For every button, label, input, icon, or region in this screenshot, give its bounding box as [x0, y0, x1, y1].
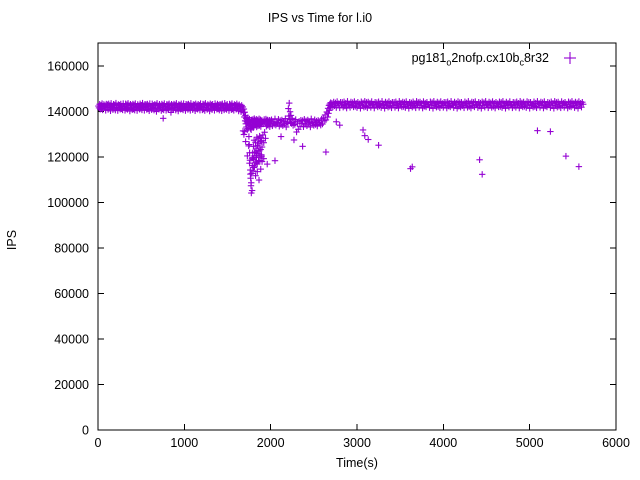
y-tick-label: 60000 [54, 287, 89, 301]
data-point-plus-marker [308, 115, 315, 123]
data-point-plus-marker [298, 120, 305, 127]
data-point-plus-marker [240, 131, 248, 138]
data-point-plus-marker [248, 179, 255, 186]
data-point-plus-marker [547, 128, 554, 135]
data-point-plus-marker [159, 115, 167, 122]
data-point-plus-marker [258, 143, 266, 151]
data-point-plus-marker [534, 127, 541, 134]
data-point-plus-marker [375, 142, 382, 149]
x-tick-label: 3000 [343, 436, 371, 450]
x-tick-label: 2000 [257, 436, 285, 450]
data-point-plus-marker [240, 105, 248, 113]
data-point-plus-marker [255, 176, 263, 184]
data-point-plus-marker [257, 123, 265, 130]
data-point-plus-marker [260, 155, 267, 162]
x-tick-label: 5000 [516, 436, 544, 450]
data-point-plus-marker [336, 121, 343, 129]
data-point-plus-marker [246, 159, 253, 167]
data-point-plus-marker [242, 138, 249, 145]
data-point-plus-marker [478, 171, 486, 178]
data-point-plus-marker [261, 129, 268, 136]
chart-title: IPS vs Time for l.i0 [268, 11, 372, 25]
x-tick-label: 1000 [170, 436, 198, 450]
x-tick-label: 4000 [429, 436, 457, 450]
y-tick-label: 80000 [54, 241, 89, 255]
data-point-plus-marker [254, 168, 261, 175]
data-point-plus-marker [251, 163, 258, 171]
data-point-plus-marker [247, 170, 254, 178]
legend-marker-plus-icon [564, 52, 576, 64]
data-point-plus-marker [253, 158, 260, 166]
data-point-plus-marker [574, 105, 582, 112]
data-point-plus-marker [252, 139, 259, 146]
data-point-plus-marker [287, 112, 295, 119]
data-point-plus-marker [257, 165, 264, 173]
data-point-plus-marker [476, 156, 483, 163]
data-point-plus-marker [241, 109, 248, 116]
data-point-plus-marker [262, 135, 269, 142]
data-point-plus-marker [365, 136, 372, 143]
data-point-plus-marker [277, 133, 285, 140]
x-tick-label: 6000 [602, 436, 630, 450]
data-point-plus-marker [286, 99, 293, 107]
data-point-plus-marker [343, 104, 350, 112]
data-point-plus-marker [244, 152, 251, 160]
y-tick-label: 40000 [54, 332, 89, 346]
data-point-plus-marker [562, 152, 570, 160]
data-point-plus-marker [264, 160, 271, 168]
data-point-plus-marker [502, 105, 509, 112]
y-tick-label: 0 [82, 424, 89, 438]
data-point-plus-marker [322, 148, 330, 156]
data-point-plus-marker [283, 123, 290, 131]
y-axis-ticks: 0 20000 40000 60000 80000 100000 120000 140000 1… [47, 59, 616, 438]
data-point-plus-marker [409, 163, 416, 171]
data-point-plus-marker [514, 101, 521, 108]
data-point-plus-marker [579, 101, 587, 108]
data-point-plus-marker [254, 147, 262, 154]
data-point-plus-marker [245, 133, 253, 140]
data-point-plus-marker [333, 118, 340, 125]
y-tick-label: 120000 [47, 150, 89, 164]
data-point-plus-marker [246, 141, 253, 148]
data-point-plus-marker [326, 107, 333, 114]
data-point-plus-marker [251, 149, 258, 156]
y-tick-label: 160000 [47, 59, 89, 73]
data-point-plus-marker [257, 138, 264, 145]
y-tick-label: 140000 [47, 105, 89, 119]
data-point-plus-marker [248, 187, 256, 194]
data-point-plus-marker [290, 136, 298, 144]
data-point-plus-marker [324, 113, 331, 121]
x-axis-ticks: 0 1000 2000 3000 4000 5000 6000 [95, 43, 630, 450]
data-point-plus-marker [239, 127, 247, 135]
x-axis-title: Time(s) [336, 456, 378, 470]
data-point-plus-marker [260, 139, 267, 146]
plot-legend: pg181o2nofp.cx10bc8r32 [412, 51, 576, 68]
data-point-plus-marker [245, 142, 252, 150]
legend-series-label: pg181o2nofp.cx10bc8r32 [412, 51, 549, 68]
data-point-plus-marker [325, 110, 332, 117]
y-axis-title: IPS [5, 230, 19, 250]
data-point-plus-marker [271, 157, 279, 164]
plot-frame-border [97, 42, 617, 431]
data-series-points [95, 98, 587, 197]
data-point-plus-marker [252, 172, 259, 179]
y-tick-label: 20000 [54, 378, 89, 392]
data-point-plus-marker [361, 132, 368, 139]
data-point-plus-marker [575, 163, 583, 170]
data-point-plus-marker [286, 108, 294, 115]
x-tick-label: 0 [95, 436, 102, 450]
y-tick-label: 100000 [47, 196, 89, 210]
data-point-plus-marker [292, 116, 299, 123]
data-point-plus-marker [299, 143, 306, 150]
data-point-plus-marker [282, 115, 289, 122]
data-point-plus-marker [249, 154, 257, 161]
data-point-plus-marker [359, 126, 367, 134]
data-point-plus-marker [395, 104, 402, 112]
data-point-plus-marker [250, 164, 258, 171]
